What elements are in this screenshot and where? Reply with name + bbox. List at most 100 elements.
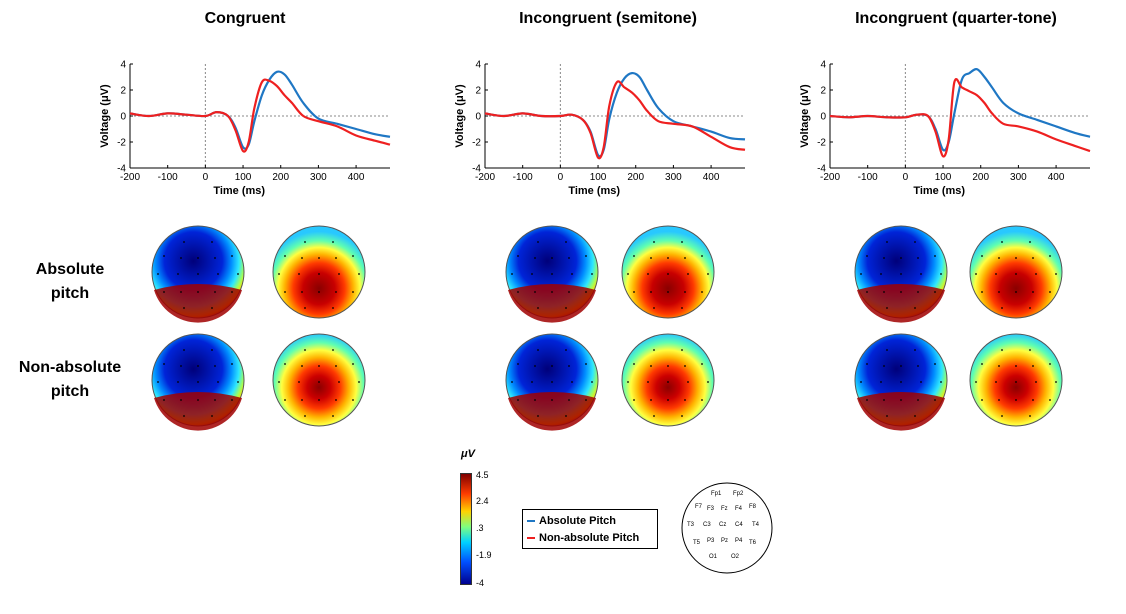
electrode-dot [998,257,1000,259]
electrode-dot [866,399,868,401]
electrode-dot [998,399,1000,401]
electrode-dot [304,307,306,309]
electrode-dot [1001,307,1003,309]
erp-plot: 4 2 0 -2 -4-200 -100 0 100 200 300 400 Time (ms) Vol… [99,60,391,197]
electrode-dot [667,291,669,293]
electrode-dot [591,273,593,275]
electrode-dot [667,257,669,259]
y-tick-label: 2 [820,86,826,97]
electrode-label: C4 [735,522,743,528]
electrode-dot [585,399,587,401]
electrode-dot [335,257,337,259]
electrode-dot [667,365,669,367]
x-tick-label: 100 [235,172,252,183]
x-tick-label: 0 [903,172,909,183]
electrode-dot [900,365,902,367]
x-tick-label: 400 [1048,172,1065,183]
electrode-label: T5 [693,540,701,546]
y-tick-label: -4 [117,164,126,175]
electrode-dot [214,399,216,401]
electrode-dot [304,241,306,243]
electrode-label: Fz [721,506,728,512]
y-axis-label: Voltage (μV) [799,84,811,148]
electrode-dot [650,365,652,367]
x-tick-label: -100 [158,172,178,183]
electrode-dot [1015,291,1017,293]
electrode-label: Cz [719,522,726,528]
x-axis-label: Time (ms) [913,185,965,197]
topo-map-negative [505,333,599,431]
electrode-dot [231,291,233,293]
colorbar-tick: .3 [476,523,484,533]
electrode-dot [568,365,570,367]
electrode-dot [517,399,519,401]
legend-swatch-nonabsolute [527,537,535,540]
electrode-dot [900,399,902,401]
electrode-dot [1032,399,1034,401]
row-label-absolute: Absolute pitch [35,261,105,302]
y-tick-label: 2 [120,86,126,97]
electrode-dot [914,307,916,309]
electrode-dot [332,307,334,309]
electrode-dot [301,365,303,367]
x-tick-label: 300 [1010,172,1027,183]
legend: Absolute Pitch Non-absolute Pitch [522,509,658,549]
electrode-dot [667,399,669,401]
electrode-dot [1032,291,1034,293]
electrode-dot [231,255,233,257]
electrode-dot [197,291,199,293]
electrode-dot [298,273,300,275]
electrode-dot [627,381,629,383]
electrode-dot [531,381,533,383]
montage-head-outline [681,482,773,574]
electrode-dot [511,273,513,275]
electrode-dot [318,365,320,367]
electrode-dot [687,381,689,383]
legend-item-nonabsolute: Non-absolute Pitch [527,532,639,544]
electrode-dot [1015,365,1017,367]
electrode-dot [707,273,709,275]
electrode-dot [653,349,655,351]
electrode-dot [217,381,219,383]
electrode-dot [304,415,306,417]
electrode-dot [886,307,888,309]
electrode-dot [900,273,902,275]
electrode-dot [707,381,709,383]
scalp-map [969,333,1063,427]
electrode-dot [1049,399,1051,401]
electrode-dot [900,257,902,259]
electrode-dot [684,257,686,259]
electrode-dot [304,349,306,351]
electrode-dot [352,399,354,401]
electrode-dot [981,255,983,257]
electrode-dot [647,381,649,383]
electrode-montage: Fp1 Fp2 F7 F3 Fz F4 F8 T3 C3 Cz C4 T4 T5 P3 Pz P4 T6 O1 O2 [681,482,773,574]
electrode-dot [701,291,703,293]
electrode-dot [883,257,885,259]
electrode-dot [886,415,888,417]
x-tick-label: 200 [972,172,989,183]
electrode-dot [981,291,983,293]
electrode-dot [534,257,536,259]
electrode-dot [537,415,539,417]
series-line-nonabsolute-pitch [484,80,746,160]
electrode-dot [197,399,199,401]
scalp-map-occipital-positivity [508,392,596,431]
electrode-dot [860,381,862,383]
topo-map-positive [621,225,715,319]
electrode-dot [633,399,635,401]
electrode-dot [1049,363,1051,365]
electrode-dot [565,241,567,243]
electrode-dot [684,399,686,401]
electrode-dot [585,255,587,257]
electrode-label: F4 [735,506,743,512]
topo-map-positive [969,225,1063,319]
electrode-label: F3 [707,506,715,512]
x-tick-label: 100 [590,172,607,183]
x-tick-label: 100 [935,172,952,183]
electrode-dot [163,399,165,401]
electrode-dot [511,381,513,383]
electrode-dot [163,363,165,365]
electrode-dot [1035,381,1037,383]
electrode-dot [537,241,539,243]
